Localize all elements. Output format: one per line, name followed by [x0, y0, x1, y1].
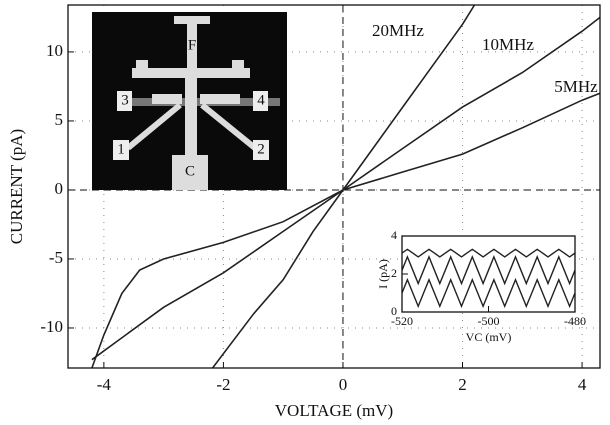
y-tick-label: 2 — [391, 266, 397, 280]
x-axis-label: VC (mV) — [466, 330, 512, 344]
photo-label: 3 — [121, 92, 129, 108]
plot-background — [402, 236, 575, 312]
y-tick-label: 10 — [46, 41, 63, 60]
photo-label: 4 — [257, 92, 265, 108]
inset-micrograph: F 3 4 1 2 C — [92, 12, 287, 190]
series-label: 5MHz — [554, 77, 598, 96]
y-tick-label: 0 — [55, 179, 64, 198]
y-tick-label: 5 — [55, 110, 64, 129]
x-tick-label: -480 — [564, 314, 586, 328]
y-tick-label: 0 — [391, 304, 397, 318]
x-tick-label: -520 — [391, 314, 413, 328]
x-axis-label: VOLTAGE (mV) — [275, 401, 393, 420]
data-line — [402, 248, 575, 258]
x-tick-label: -500 — [478, 314, 500, 328]
data-line — [91, 92, 600, 368]
x-tick-label: 4 — [578, 375, 587, 394]
y-tick-label: -5 — [49, 248, 63, 267]
inset-plot: -520 -500 -480 0 2 4 VC (mV) I (pA) — [376, 228, 586, 344]
photo-label: 1 — [117, 141, 125, 157]
x-tick-label: 0 — [339, 375, 348, 394]
plot-frame — [67, 4, 601, 369]
photo-label: 2 — [257, 141, 265, 157]
data-line — [91, 16, 600, 361]
x-tick-label: -2 — [216, 375, 230, 394]
y-axis-label: I (pA) — [376, 259, 390, 289]
plot-frame — [401, 235, 576, 313]
data-line — [211, 5, 476, 368]
series-label: 10MHz — [482, 35, 534, 54]
y-tick-label: 4 — [391, 228, 397, 242]
x-tick-label: 2 — [458, 375, 467, 394]
x-tick-label: -4 — [97, 375, 112, 394]
data-line — [402, 255, 575, 286]
y-tick-label: -10 — [40, 317, 63, 336]
photo-label: C — [185, 163, 195, 179]
data-line — [402, 277, 575, 309]
y-axis-label: CURRENT (pA) — [7, 129, 26, 244]
series-label: 20MHz — [372, 21, 424, 40]
photo-label: F — [188, 37, 196, 53]
